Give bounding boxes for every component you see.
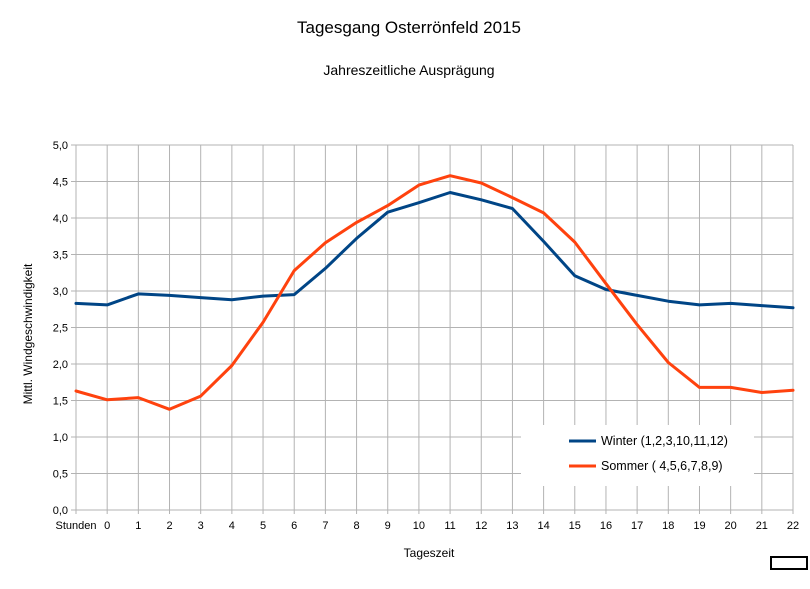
legend-box	[521, 425, 754, 486]
y-tick-label: 1,5	[53, 396, 68, 408]
corner-box	[770, 556, 808, 570]
y-tick-label: 5,0	[53, 140, 68, 152]
x-tick-labels: Stunden 0 1 2 3 4 5 6 7 8 9 10 11 12 13 14 15 16 17 18 19 20 2…	[56, 520, 800, 532]
x-tick-label: 11	[444, 520, 455, 532]
y-tick-label: 0,5	[53, 469, 68, 481]
x-tick-label: 17	[631, 520, 643, 532]
x-tick-label: 7	[322, 520, 328, 532]
x-tick-label: 14	[537, 520, 549, 532]
series-lines	[74, 174, 795, 411]
legend: Winter (1,2,3,10,11,12) Sommer ( 4,5,6,7…	[521, 425, 754, 486]
x-tick-label: 16	[600, 520, 612, 532]
x-tick-label: 1	[135, 520, 141, 532]
y-tick-label: 4,5	[53, 177, 68, 189]
x-tick-label: 13	[506, 520, 518, 532]
x-tick-label: 6	[291, 520, 297, 532]
x-tick-label: 0	[104, 520, 110, 532]
x-tick-label: 21	[756, 520, 768, 532]
x-tick-label: 2	[166, 520, 172, 532]
y-tick-label: 3,0	[53, 286, 68, 298]
x-tick-label: 5	[260, 520, 266, 532]
y-tick-label: 2,0	[53, 359, 68, 371]
x-tick-label: 4	[229, 520, 235, 532]
chart-subtitle: Jahreszeitliche Ausprägung	[323, 62, 495, 78]
x-tick-label: 9	[385, 520, 391, 532]
chart-title: Tagesgang Osterrönfeld 2015	[297, 18, 521, 37]
x-tick-label: 19	[693, 520, 705, 532]
y-tick-label: 1,0	[53, 432, 68, 444]
legend-label-winter: Winter (1,2,3,10,11,12)	[601, 434, 728, 448]
x-tick-label: 15	[569, 520, 581, 532]
x-tick-label: 12	[475, 520, 487, 532]
x-axis-label: Tageszeit	[403, 546, 455, 560]
y-tick-label: 0,0	[53, 505, 68, 517]
y-tick-label: 2,5	[53, 323, 68, 335]
x-tick-label: 18	[662, 520, 674, 532]
y-tick-labels: 0,0 0,5 1,0 1,5 2,0 2,5 3,0 3,5 4,0 4,5 5,0	[53, 140, 68, 517]
x-tick-label: 3	[198, 520, 204, 532]
x-tick-label: 20	[725, 520, 737, 532]
x-tick-label: Stunden	[56, 520, 97, 532]
series-line-1	[74, 174, 795, 411]
x-tick-label: 10	[413, 520, 425, 532]
legend-label-sommer: Sommer ( 4,5,6,7,8,9)	[601, 459, 723, 473]
y-tick-label: 4,0	[53, 213, 68, 225]
series-line-0	[74, 191, 795, 310]
x-tick-label: 22	[787, 520, 799, 532]
x-tick-label: 8	[354, 520, 360, 532]
y-tick-label: 3,5	[53, 250, 68, 262]
